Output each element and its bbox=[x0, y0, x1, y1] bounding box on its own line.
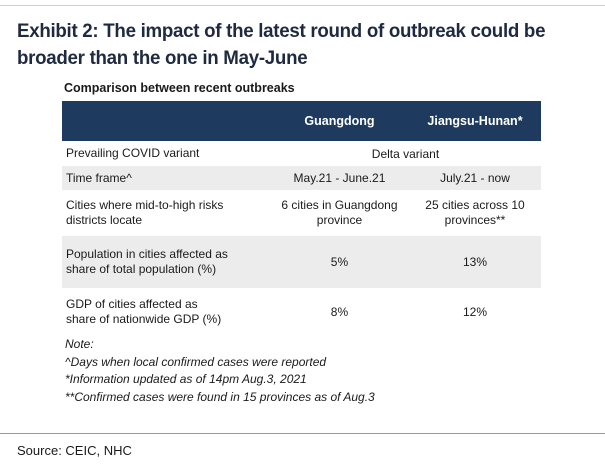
cell-line: province bbox=[316, 213, 363, 227]
source-line: Source: CEIC, NHC bbox=[17, 443, 132, 458]
table-subtitle: Comparison between recent outbreaks bbox=[64, 81, 295, 95]
row-label-line: districts locate bbox=[66, 213, 143, 227]
note-line: ^Days when local confirmed cases were re… bbox=[65, 354, 327, 369]
table-row: Population in cities affected as share o… bbox=[62, 236, 541, 288]
jiangsu-hunan-cell: 13% bbox=[462, 254, 487, 269]
header-empty-cell bbox=[62, 101, 270, 141]
row-label: GDP of cities affected as share of natio… bbox=[62, 288, 270, 336]
header-guangdong: Guangdong bbox=[304, 113, 375, 128]
row-label-line: share of total population (%) bbox=[66, 262, 217, 276]
row-label: Prevailing COVID variant bbox=[66, 146, 200, 160]
cell-line: 6 cities in Guangdong bbox=[281, 198, 398, 212]
guangdong-cell: 6 cities in Guangdong province bbox=[270, 190, 409, 236]
row-label-line: Population in cities affected as bbox=[66, 247, 228, 261]
guangdong-cell: 8% bbox=[330, 304, 349, 319]
merged-value-cell: Delta variant bbox=[371, 146, 440, 161]
bottom-divider bbox=[0, 433, 605, 434]
note-line: **Confirmed cases were found in 15 provi… bbox=[65, 389, 375, 404]
outbreak-comparison-table: Guangdong Jiangsu-Hunan* Prevailing COVI… bbox=[62, 101, 541, 336]
table-row: Time frame^ May.21 - June.21 July.21 - n… bbox=[62, 166, 541, 190]
row-label: Cities where mid-to-high risks districts… bbox=[62, 190, 270, 236]
top-divider bbox=[0, 5, 605, 6]
row-label: Population in cities affected as share o… bbox=[62, 236, 270, 288]
guangdong-cell: 5% bbox=[330, 254, 349, 269]
note-heading: Note: bbox=[65, 337, 94, 351]
header-jiangsu-hunan: Jiangsu-Hunan* bbox=[427, 113, 523, 128]
exhibit-title-line-1: Exhibit 2: The impact of the latest roun… bbox=[17, 20, 546, 42]
row-label: Time frame^ bbox=[66, 170, 132, 185]
table-header-row: Guangdong Jiangsu-Hunan* bbox=[62, 101, 541, 141]
row-label-line: Cities where mid-to-high risks bbox=[66, 198, 224, 212]
table-row: GDP of cities affected as share of natio… bbox=[62, 288, 541, 336]
table-notes: Note: ^Days when local confirmed cases w… bbox=[65, 336, 375, 406]
cell-line: 25 cities across 10 bbox=[425, 198, 525, 212]
note-line: *Information updated as of 14pm Aug.3, 2… bbox=[65, 372, 307, 386]
jiangsu-hunan-cell: July.21 - now bbox=[440, 170, 510, 185]
cell-line: provinces** bbox=[444, 213, 506, 227]
jiangsu-hunan-cell: 12% bbox=[462, 304, 487, 319]
row-label-line: GDP of cities affected as bbox=[66, 297, 198, 311]
table-row: Cities where mid-to-high risks districts… bbox=[62, 190, 541, 236]
exhibit-title-line-2: broader than the one in May-June bbox=[17, 47, 308, 69]
exhibit-title: Exhibit 2: The impact of the latest roun… bbox=[17, 18, 569, 72]
row-label-line: share of nationwide GDP (%) bbox=[66, 312, 222, 326]
guangdong-cell: May.21 - June.21 bbox=[293, 170, 386, 185]
table-row: Prevailing COVID variant Delta variant bbox=[62, 141, 541, 166]
jiangsu-hunan-cell: 25 cities across 10 provinces** bbox=[409, 190, 541, 236]
